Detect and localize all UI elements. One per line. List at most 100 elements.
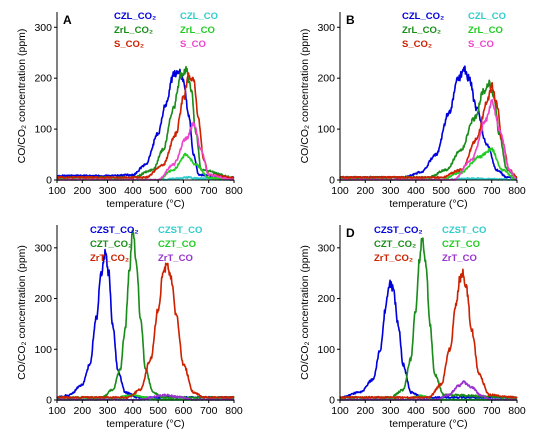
y-axis-label: CO/CO₂ concentration (ppm) bbox=[299, 29, 311, 164]
x-tick-label: 200 bbox=[357, 405, 375, 417]
x-tick-label: 100 bbox=[331, 405, 349, 417]
x-tick-label: 800 bbox=[508, 405, 526, 417]
y-tick-label: 0 bbox=[329, 175, 335, 187]
y-axis-label: CO/CO₂ concentration (ppm) bbox=[16, 29, 28, 164]
legend-entry: CZT_CO bbox=[442, 239, 480, 250]
series-line bbox=[56, 65, 235, 180]
series-line bbox=[56, 68, 235, 179]
series-group bbox=[339, 65, 518, 181]
legend-entry: S_CO bbox=[180, 39, 206, 50]
series-halo bbox=[56, 68, 235, 179]
series-line bbox=[339, 82, 518, 180]
legend: CZST_CO₂ CZT_CO₂ ZrT_CO₂ CZST_CO CZT_CO ZrT_C… bbox=[90, 225, 202, 264]
x-tick-label: 100 bbox=[331, 185, 349, 197]
panel-letter: A bbox=[63, 13, 72, 27]
series-line bbox=[339, 237, 518, 400]
x-tick-label: 200 bbox=[74, 185, 92, 197]
x-tick-label: 700 bbox=[483, 185, 501, 197]
legend-entry: CZST_CO bbox=[158, 225, 202, 236]
y-tick-label: 300 bbox=[317, 242, 335, 254]
y-tick-label: 300 bbox=[34, 22, 52, 34]
x-tick-label: 400 bbox=[124, 405, 142, 417]
x-tick-label: 500 bbox=[432, 405, 450, 417]
legend-entry: ZrL_CO₂ bbox=[402, 25, 441, 36]
x-tick-label: 300 bbox=[382, 405, 400, 417]
x-tick-label: 800 bbox=[225, 405, 243, 417]
x-axis-label: temperature (°C) bbox=[389, 198, 467, 210]
y-tick-label: 200 bbox=[317, 293, 335, 305]
y-tick-label: 100 bbox=[34, 124, 52, 136]
series-halo bbox=[56, 65, 235, 180]
series-group bbox=[56, 229, 235, 401]
legend-entry: CZL_CO₂ bbox=[114, 11, 156, 22]
series-group bbox=[339, 237, 518, 401]
legend-entry: CZT_CO₂ bbox=[374, 239, 416, 250]
legend-entry: ZrT_CO bbox=[158, 253, 193, 264]
x-tick-label: 300 bbox=[99, 185, 117, 197]
x-tick-label: 100 bbox=[48, 185, 66, 197]
x-axis-label: temperature (°C) bbox=[106, 198, 184, 210]
x-tick-label: 600 bbox=[175, 405, 193, 417]
y-tick-label: 0 bbox=[46, 175, 52, 187]
chart-panel-1: 100 200 300 400 500 600 700 8000100200300temper… bbox=[16, 11, 243, 210]
y-tick-label: 200 bbox=[317, 73, 335, 85]
x-tick-label: 300 bbox=[382, 185, 400, 197]
y-tick-label: 200 bbox=[34, 293, 52, 305]
x-tick-label: 200 bbox=[74, 405, 92, 417]
legend-entry: CZT_CO bbox=[158, 239, 196, 250]
x-tick-label: 700 bbox=[483, 405, 501, 417]
legend-entry: S_CO₂ bbox=[114, 39, 144, 50]
series-line bbox=[56, 72, 235, 180]
legend: CZST_CO₂ CZT_CO₂ ZrT_CO₂ CZST_CO CZT_CO ZrT_C… bbox=[374, 225, 486, 264]
series-line bbox=[56, 262, 235, 400]
y-tick-label: 0 bbox=[329, 395, 335, 407]
legend-entry: CZT_CO₂ bbox=[90, 239, 132, 250]
x-tick-label: 800 bbox=[508, 185, 526, 197]
legend-entry: CZL_CO₂ bbox=[402, 11, 444, 22]
legend-entry: CZL_CO bbox=[468, 11, 506, 22]
legend-entry: CZL_CO bbox=[180, 11, 218, 22]
x-tick-label: 400 bbox=[407, 405, 425, 417]
x-tick-label: 500 bbox=[149, 405, 167, 417]
x-tick-label: 600 bbox=[458, 185, 476, 197]
x-tick-label: 200 bbox=[357, 185, 375, 197]
chart-panel-4: 100 200 300 400 500 600 700 8000100200300temper… bbox=[299, 225, 526, 430]
panel-letter: D bbox=[346, 226, 355, 240]
y-tick-label: 0 bbox=[46, 395, 52, 407]
series-halo bbox=[56, 72, 235, 180]
legend-entry: ZrL_CO bbox=[180, 25, 215, 36]
x-tick-label: 700 bbox=[200, 185, 218, 197]
x-tick-label: 500 bbox=[149, 185, 167, 197]
y-axis-label: CO/CO₂ concentration (ppm) bbox=[299, 245, 311, 380]
x-tick-label: 400 bbox=[124, 185, 142, 197]
y-tick-label: 100 bbox=[34, 344, 52, 356]
legend: CZL_CO₂ ZrL_CO₂ S_CO₂ CZL_CO ZrL_CO S_CO bbox=[402, 11, 506, 50]
y-tick-label: 300 bbox=[34, 242, 52, 254]
legend-entry: ZrT_CO bbox=[442, 253, 477, 264]
legend-entry: ZrT_CO₂ bbox=[90, 253, 129, 264]
y-tick-label: 200 bbox=[34, 73, 52, 85]
legend-entry: ZrL_CO bbox=[468, 25, 503, 36]
y-tick-label: 100 bbox=[317, 124, 335, 136]
series-line bbox=[339, 268, 518, 400]
legend-entry: CZST_CO bbox=[442, 225, 486, 236]
series-line bbox=[339, 99, 518, 181]
chart-panel-2: 100 200 300 400 500 600 700 8000100200300temper… bbox=[299, 11, 526, 210]
y-axis-label: CO/CO₂ concentration (ppm) bbox=[16, 245, 28, 380]
chart-panel-3: 100 200 300 400 500 600 700 8000100200300temper… bbox=[16, 225, 243, 430]
panel-letter: B bbox=[346, 13, 355, 27]
x-tick-label: 100 bbox=[48, 405, 66, 417]
legend-entry: ZrL_CO₂ bbox=[114, 25, 153, 36]
x-tick-label: 400 bbox=[407, 185, 425, 197]
x-tick-label: 600 bbox=[175, 185, 193, 197]
x-tick-label: 500 bbox=[432, 185, 450, 197]
legend: CZL_CO₂ ZrL_CO₂ S_CO₂ CZL_CO ZrL_CO S_CO bbox=[114, 11, 218, 50]
y-tick-label: 300 bbox=[317, 22, 335, 34]
legend-entry: ZrT_CO₂ bbox=[374, 253, 413, 264]
x-tick-label: 600 bbox=[458, 405, 476, 417]
legend-entry: CZST_CO₂ bbox=[90, 225, 139, 236]
series-group bbox=[56, 65, 235, 181]
legend-entry: S_CO bbox=[468, 39, 494, 50]
